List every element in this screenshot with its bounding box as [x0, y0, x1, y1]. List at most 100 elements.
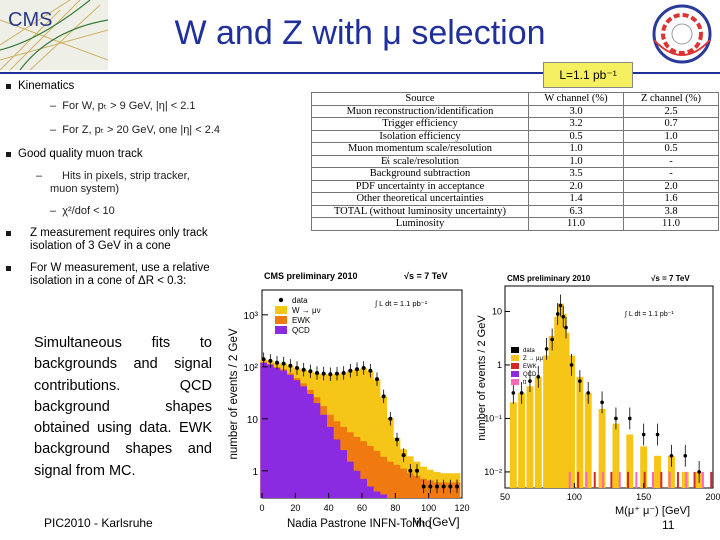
footer-conference: PIC2010 - Karlsruhe: [44, 516, 153, 530]
chart2-data-point: [558, 303, 563, 308]
chart1-xtick-label: 0: [259, 503, 264, 513]
bullet-text: For Z, pₜ > 20 GeV, one |η| < 2.4: [62, 124, 220, 136]
chart2-xtick-label: 200: [705, 492, 720, 502]
table-cell: Muon reconstruction/identification: [311, 104, 529, 118]
chart2-ytick-label: 10⁻²: [484, 467, 502, 477]
table-cell: Background subtraction: [311, 167, 529, 181]
chart1-data-point: [421, 484, 426, 489]
table-row: Muon momentum scale/resolution 1.0 0.5: [311, 142, 719, 156]
chart1-data-point: [448, 484, 453, 489]
legend-label: QCD: [292, 326, 310, 335]
chart2-data-point: [569, 363, 574, 367]
chart2-data-point: [561, 314, 566, 319]
bullet-z-kinematics: – For Z, pₜ > 20 GeV, one |η| < 2.4: [50, 124, 220, 137]
table-row: Isolation efficiency 0.5 1.0: [311, 129, 719, 143]
chart2-bar-z: [543, 355, 551, 488]
chart2-bar-bkg: [668, 471, 671, 488]
chart1-lumi: ∫ L dt = 1.1 pb⁻¹: [374, 299, 428, 308]
bullet-text: Z measurement requires only track isolat…: [30, 227, 208, 252]
chart1-data-point: [261, 357, 266, 362]
chart2-ylabel: number of events / 2 GeV: [476, 315, 488, 441]
table-row: Other theoretical uncertainties 1.4 1.6: [311, 192, 719, 206]
chart2-data-point: [586, 391, 590, 395]
sub-bullet-dash-icon: –: [50, 205, 63, 217]
chart2-data-point: [614, 416, 618, 421]
chart2-lumi: ∫ L dt = 1.1 pb⁻¹: [624, 311, 674, 318]
chart2-data-point: [641, 432, 646, 437]
chart2-bar-z: [526, 386, 534, 488]
table-row-total: TOTAL (without luminosity uncertainty) 6.…: [311, 204, 719, 218]
chart2-bar-z: [584, 392, 592, 488]
cms-logo: CMS: [0, 0, 109, 71]
bullet-hits: – Hits in pixels, strip tracker, muon sys…: [36, 170, 220, 196]
cms-logo-text: CMS: [8, 9, 52, 31]
chart2-data-point: [655, 432, 660, 437]
chart2-bar-bkg: [693, 471, 696, 488]
bullet-w-kinematics: – For W, pₜ > 9 GeV, |η| < 2.1: [50, 100, 196, 113]
chart1-data-point: [275, 360, 279, 365]
legend-marker: [278, 297, 284, 303]
table-cell: 2.0: [528, 179, 624, 193]
chart2-xlabel: M(μ⁺ μ⁻) [GeV]: [615, 505, 690, 517]
table-row: Background subtraction 3.5-: [311, 167, 719, 181]
chart2-bar-bkg: [627, 471, 630, 488]
bullet-text: Good quality muon track: [18, 148, 143, 160]
chart1-data-point: [401, 453, 406, 458]
sub-bullet-dash-icon: –: [50, 100, 63, 112]
chart1-data-point: [348, 368, 353, 373]
chart2-data-point: [628, 416, 632, 421]
chart1-xtick-label: 60: [357, 503, 367, 513]
table-cell: 0.5: [528, 129, 624, 143]
title-rule: [0, 72, 720, 74]
chart1-data-point: [375, 377, 379, 382]
chart2-data-point: [669, 454, 674, 458]
chart2-bar-bkg: [602, 471, 605, 488]
chart2-data-point: [528, 379, 532, 383]
bullet-dot-icon: [6, 84, 11, 89]
chart1-ytick-label: 10: [247, 415, 259, 426]
sub-bullet-dash-icon: –: [50, 124, 63, 136]
table-cell: 1.4: [528, 192, 624, 206]
chart2-data-point: [519, 391, 524, 395]
table-cell: 3.2: [528, 117, 624, 131]
chart1-xtick-label: 100: [421, 503, 436, 513]
table-cell: TOTAL (without luminosity uncertainty): [311, 204, 529, 218]
chart2-bar-bkg: [618, 471, 621, 488]
chart2-bar-z: [568, 355, 576, 488]
bullet-text: Hits in pixels, strip tracker, muon syst…: [50, 170, 190, 195]
chart2-bar-z: [548, 335, 556, 488]
chart2-bar-z: [654, 455, 661, 488]
legend-swatch: [511, 371, 519, 377]
chart2-energy: √s = 7 TeV: [651, 274, 690, 283]
chart1-xlabel: Mₜ [GeV]: [412, 515, 460, 529]
chart2-title: CMS preliminary 2010: [507, 274, 591, 283]
bullet-dot-icon: [6, 152, 11, 157]
chart2-xtick-label: 150: [636, 492, 651, 502]
table-cell: 2.5: [623, 104, 719, 118]
bullet-w-isolation: For W measurement, use a relative isolat…: [6, 262, 238, 288]
chart2-bar-bkg: [593, 471, 596, 488]
chart1-data-point: [341, 371, 346, 376]
z-mass-chart: 50 100 150 200 10⁻² 10⁻¹ 1 10 CMS preliminary 2…: [476, 274, 720, 517]
chart2-bar-z: [598, 409, 606, 488]
chart1-data-point: [441, 484, 446, 489]
w-mt-chart: 0 20 40 60 80 100 120 1 10 10² 10³ CMS preliminary…: [228, 271, 470, 529]
legend-swatch: [275, 326, 287, 334]
chart2-ytick-label: 10: [492, 307, 502, 317]
table-cell: 3.0: [528, 104, 624, 118]
table-cell: 2.0: [623, 179, 719, 193]
chart1-ylabel: number of events / 2 GeV: [228, 328, 240, 459]
chart1-xtick-label: 40: [324, 503, 334, 513]
chart2-xtick-label: 100: [567, 492, 582, 502]
chart1-data-point: [268, 358, 273, 363]
chart2-data-point: [578, 379, 582, 383]
legend-label: EWK: [292, 316, 311, 325]
chart2-ytick-label: 1: [497, 360, 502, 370]
bullet-text: For W measurement, use a relative isolat…: [30, 262, 210, 287]
legend-label: W → μν: [292, 306, 321, 315]
table-cell: 1.6: [623, 192, 719, 206]
chart2-bar-z: [576, 376, 584, 488]
chart2-bar-bkg: [568, 471, 571, 488]
legend-label: tt: [523, 380, 527, 386]
chart2-data-point: [511, 391, 516, 395]
